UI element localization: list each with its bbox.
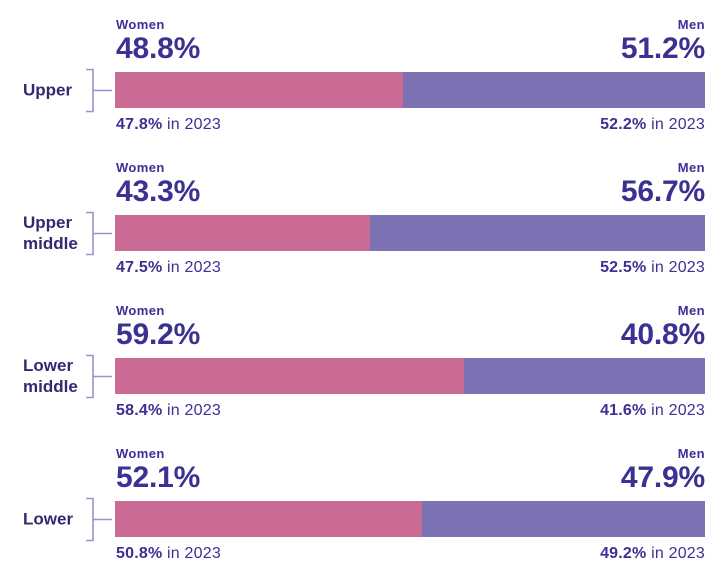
men-2023-value: 52.5% [600,259,647,276]
women-2023-value: 58.4% [116,402,163,419]
women-2023-suffix: in 2023 [162,116,221,133]
men-percent: 40.8% [620,318,705,351]
men-bar-segment [370,215,705,251]
women-stat-block: Women 52.1% [116,447,200,493]
men-stat-block: Men 51.2% [621,18,705,64]
men-2023-note: 52.5% in 2023 [600,259,705,276]
men-percent: 51.2% [620,32,705,65]
women-percent: 59.2% [116,318,201,351]
women-2023-value: 47.5% [116,259,163,276]
category-bracket-icon [86,211,112,256]
women-2023-suffix: in 2023 [162,259,221,276]
class-row-upper-middle: Women 43.3% Men 56.7% Upper middle 47.5%… [0,143,720,286]
category-label: Upper middle [23,212,78,253]
women-label: Women [116,303,165,318]
category-bracket-icon [86,68,112,113]
gender-split-bar [115,72,705,108]
women-2023-suffix: in 2023 [162,402,221,419]
category-label: Lower [23,509,74,529]
men-2023-suffix: in 2023 [646,116,705,133]
women-bar-segment [115,215,371,251]
women-stat-block: Women 59.2% [116,304,200,350]
class-row-upper: Women 48.8% Men 51.2% Upper 47.8% in 202… [0,0,720,143]
men-stat-block: Men 40.8% [621,304,705,350]
women-stat-block: Women 43.3% [116,161,200,207]
men-label: Men [677,17,705,32]
category-label: Upper [23,80,73,100]
men-stat-block: Men 56.7% [621,161,705,207]
men-bar-segment [402,72,705,108]
men-2023-suffix: in 2023 [646,545,705,562]
women-bar-segment [115,501,423,537]
women-stat-block: Women 48.8% [116,18,200,64]
women-2023-suffix: in 2023 [162,545,221,562]
women-2023-note: 50.8% in 2023 [116,545,221,562]
gender-split-bar [115,358,705,394]
men-stat-block: Men 47.9% [621,447,705,493]
men-label: Men [677,160,705,175]
men-label: Men [677,446,705,461]
women-2023-note: 47.5% in 2023 [116,259,221,276]
gender-split-bar [115,215,705,251]
men-2023-value: 49.2% [600,545,647,562]
category-bracket-icon [86,497,112,542]
men-2023-note: 52.2% in 2023 [600,116,705,133]
women-2023-value: 50.8% [116,545,163,562]
category-label: Lower middle [23,355,78,396]
men-2023-suffix: in 2023 [646,259,705,276]
women-percent: 52.1% [116,461,201,494]
men-percent: 47.9% [620,461,705,494]
women-percent: 43.3% [116,175,201,208]
women-2023-note: 47.8% in 2023 [116,116,221,133]
class-row-lower: Women 52.1% Men 47.9% Lower 50.8% in 202… [0,429,720,572]
women-percent: 48.8% [116,32,201,65]
men-2023-value: 52.2% [600,116,647,133]
women-label: Women [116,17,165,32]
women-2023-value: 47.8% [116,116,163,133]
men-bar-segment [464,358,705,394]
women-label: Women [116,446,165,461]
women-bar-segment [115,72,403,108]
women-label: Women [116,160,165,175]
men-2023-suffix: in 2023 [646,402,705,419]
men-bar-segment [422,501,705,537]
men-2023-value: 41.6% [600,402,647,419]
men-percent: 56.7% [620,175,705,208]
gender-split-bar [115,501,705,537]
women-bar-segment [115,358,465,394]
women-2023-note: 58.4% in 2023 [116,402,221,419]
men-2023-note: 41.6% in 2023 [600,402,705,419]
men-2023-note: 49.2% in 2023 [600,545,705,562]
men-label: Men [677,303,705,318]
class-row-lower-middle: Women 59.2% Men 40.8% Lower middle 58.4%… [0,286,720,429]
category-bracket-icon [86,354,112,399]
